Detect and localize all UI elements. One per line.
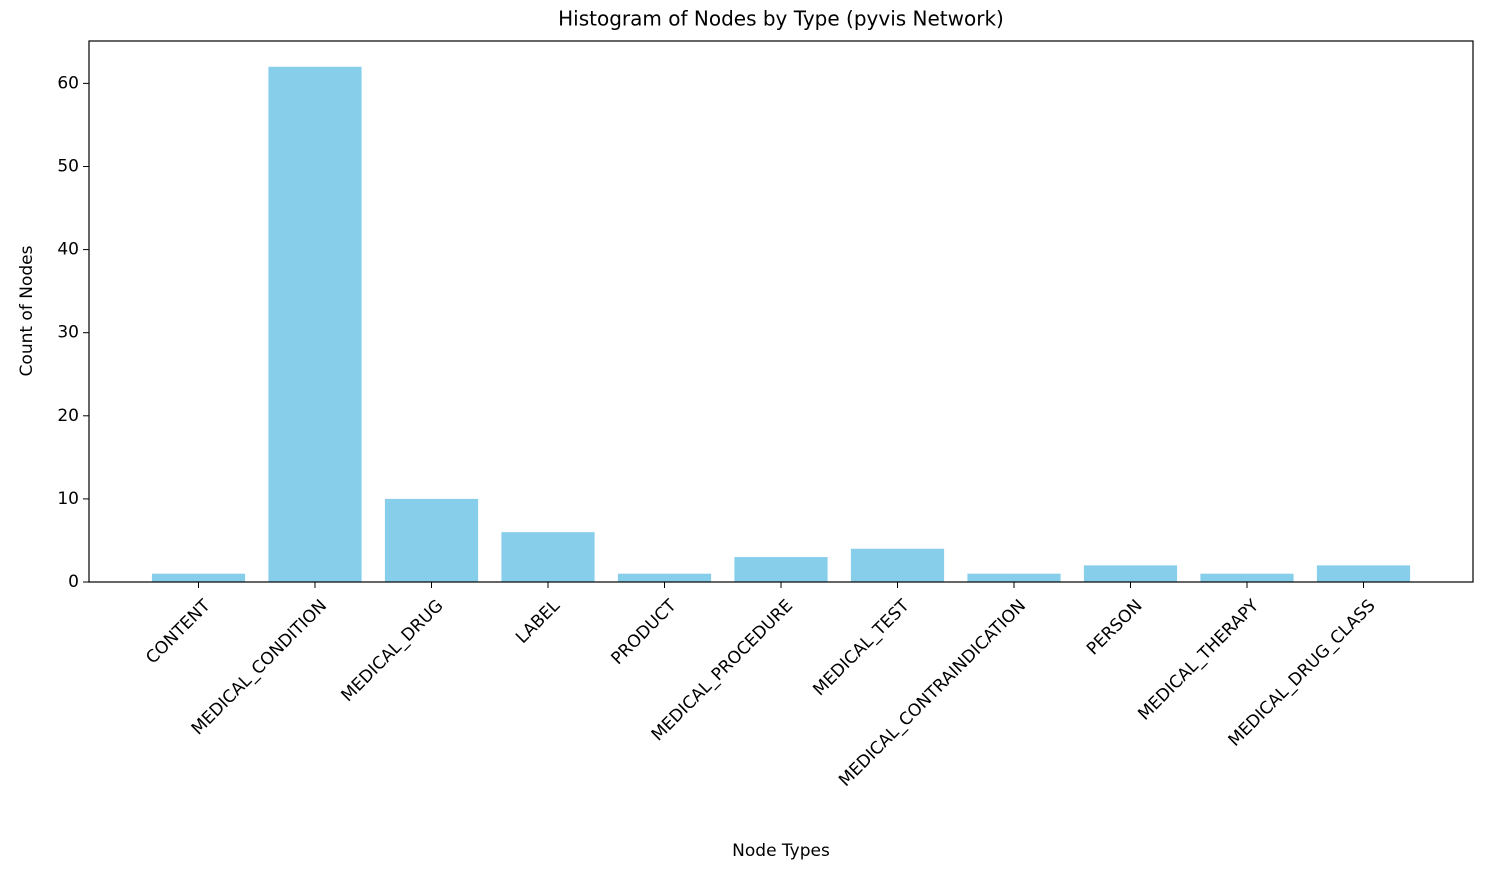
x-tick-label: PERSON bbox=[1083, 596, 1146, 659]
y-tick-label: 20 bbox=[57, 406, 79, 426]
x-tick-label: CONTENT bbox=[142, 595, 215, 668]
y-axis-label: Count of Nodes bbox=[17, 245, 37, 376]
x-tick-label: MEDICAL_THERAPY bbox=[1134, 595, 1263, 724]
bar bbox=[1316, 565, 1411, 582]
x-axis-label: Node Types bbox=[732, 841, 830, 861]
bar bbox=[384, 498, 479, 582]
bar bbox=[151, 573, 246, 582]
bar bbox=[734, 557, 828, 582]
y-tick-label: 40 bbox=[57, 240, 79, 260]
bar bbox=[268, 66, 362, 582]
bar bbox=[1200, 573, 1294, 582]
bar bbox=[501, 532, 595, 582]
x-tick-label: MEDICAL_CONTRAINDICATION bbox=[835, 596, 1030, 791]
y-tick-label: 0 bbox=[68, 572, 79, 592]
x-tick-label: MEDICAL_CONDITION bbox=[188, 596, 331, 739]
bar bbox=[967, 573, 1061, 582]
y-tick-label: 60 bbox=[57, 73, 79, 93]
plot-frame bbox=[88, 40, 1474, 583]
bar bbox=[850, 548, 945, 582]
bar bbox=[617, 573, 712, 582]
x-tick-label: MEDICAL_DRUG bbox=[338, 596, 448, 706]
x-tick-label: PRODUCT bbox=[608, 595, 681, 668]
x-tick-label: MEDICAL_TEST bbox=[809, 595, 914, 700]
y-tick-label: 30 bbox=[57, 323, 79, 343]
x-tick-label: LABEL bbox=[512, 596, 564, 648]
bar bbox=[1083, 565, 1178, 582]
y-tick-label: 50 bbox=[57, 156, 79, 176]
y-tick-label: 10 bbox=[57, 489, 79, 509]
chart-title: Histogram of Nodes by Type (pyvis Networ… bbox=[558, 7, 1004, 31]
